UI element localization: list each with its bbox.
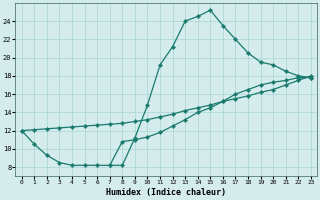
X-axis label: Humidex (Indice chaleur): Humidex (Indice chaleur) bbox=[106, 188, 226, 197]
